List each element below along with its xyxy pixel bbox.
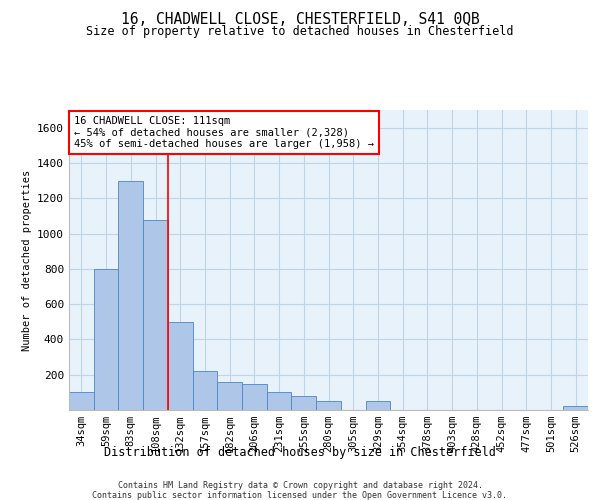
Bar bbox=[292, 396, 316, 410]
Text: Contains HM Land Registry data © Crown copyright and database right 2024.: Contains HM Land Registry data © Crown c… bbox=[118, 480, 482, 490]
Bar bbox=[69, 392, 94, 410]
Bar bbox=[118, 180, 143, 410]
Text: Size of property relative to detached houses in Chesterfield: Size of property relative to detached ho… bbox=[86, 25, 514, 38]
Y-axis label: Number of detached properties: Number of detached properties bbox=[22, 170, 32, 350]
Bar bbox=[143, 220, 168, 410]
Bar bbox=[563, 406, 588, 410]
Bar bbox=[217, 382, 242, 410]
Bar bbox=[267, 392, 292, 410]
Bar bbox=[316, 401, 341, 410]
Bar bbox=[94, 269, 118, 410]
Text: 16 CHADWELL CLOSE: 111sqm
← 54% of detached houses are smaller (2,328)
45% of se: 16 CHADWELL CLOSE: 111sqm ← 54% of detac… bbox=[74, 116, 374, 149]
Bar bbox=[242, 384, 267, 410]
Text: Contains public sector information licensed under the Open Government Licence v3: Contains public sector information licen… bbox=[92, 490, 508, 500]
Bar bbox=[168, 322, 193, 410]
Bar bbox=[365, 401, 390, 410]
Text: Distribution of detached houses by size in Chesterfield: Distribution of detached houses by size … bbox=[104, 446, 496, 459]
Bar bbox=[193, 371, 217, 410]
Text: 16, CHADWELL CLOSE, CHESTERFIELD, S41 0QB: 16, CHADWELL CLOSE, CHESTERFIELD, S41 0Q… bbox=[121, 12, 479, 28]
